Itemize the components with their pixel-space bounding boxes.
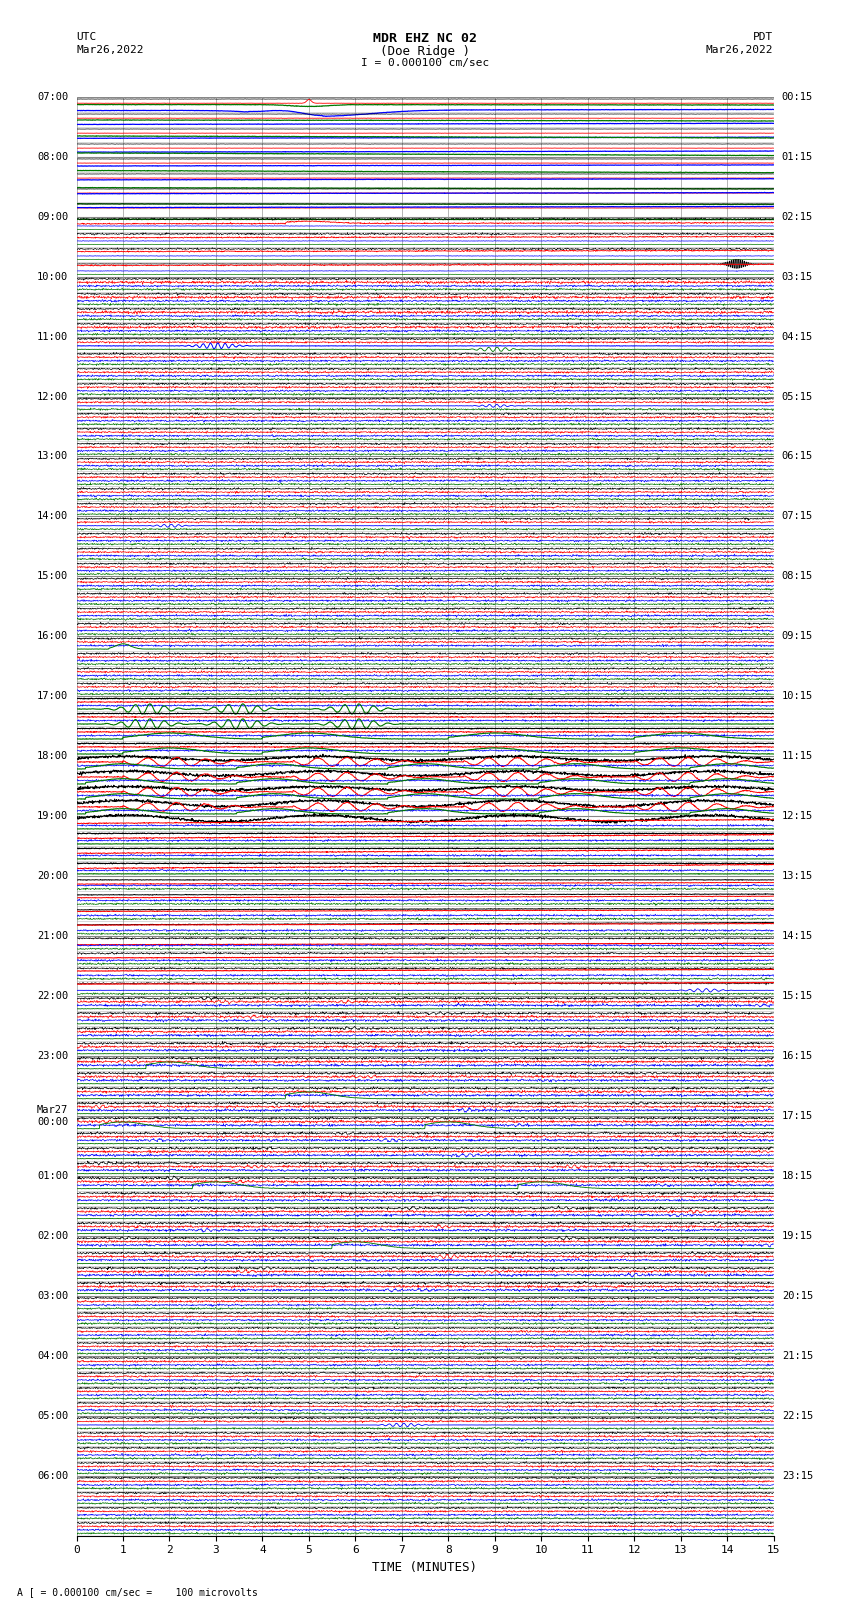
Text: 20:00: 20:00 xyxy=(37,871,68,881)
Text: 10:00: 10:00 xyxy=(37,271,68,282)
Text: I = 0.000100 cm/sec: I = 0.000100 cm/sec xyxy=(361,58,489,68)
Text: 12:15: 12:15 xyxy=(782,811,813,821)
Text: 02:15: 02:15 xyxy=(782,211,813,221)
Text: 19:15: 19:15 xyxy=(782,1231,813,1240)
Text: 22:15: 22:15 xyxy=(782,1411,813,1421)
Text: 04:00: 04:00 xyxy=(37,1350,68,1361)
Text: 06:15: 06:15 xyxy=(782,452,813,461)
Text: 16:15: 16:15 xyxy=(782,1052,813,1061)
Text: 01:15: 01:15 xyxy=(782,152,813,161)
Text: A [ = 0.000100 cm/sec =    100 microvolts: A [ = 0.000100 cm/sec = 100 microvolts xyxy=(17,1587,258,1597)
Text: 22:00: 22:00 xyxy=(37,990,68,1002)
Text: Mar26,2022: Mar26,2022 xyxy=(706,45,774,55)
Text: 05:15: 05:15 xyxy=(782,392,813,402)
Text: MDR EHZ NC 02: MDR EHZ NC 02 xyxy=(373,32,477,45)
Text: 12:00: 12:00 xyxy=(37,392,68,402)
Text: Mar27
00:00: Mar27 00:00 xyxy=(37,1105,68,1127)
Text: PDT: PDT xyxy=(753,32,774,42)
Text: 02:00: 02:00 xyxy=(37,1231,68,1240)
Text: 14:00: 14:00 xyxy=(37,511,68,521)
Text: (Doe Ridge ): (Doe Ridge ) xyxy=(380,45,470,58)
Text: 17:00: 17:00 xyxy=(37,692,68,702)
Text: 23:00: 23:00 xyxy=(37,1052,68,1061)
Text: 11:00: 11:00 xyxy=(37,332,68,342)
Text: 07:00: 07:00 xyxy=(37,92,68,102)
Text: 15:15: 15:15 xyxy=(782,990,813,1002)
Text: 16:00: 16:00 xyxy=(37,631,68,642)
Text: 23:15: 23:15 xyxy=(782,1471,813,1481)
Text: 19:00: 19:00 xyxy=(37,811,68,821)
Text: 18:15: 18:15 xyxy=(782,1171,813,1181)
Text: 05:00: 05:00 xyxy=(37,1411,68,1421)
Text: 08:00: 08:00 xyxy=(37,152,68,161)
Text: 14:15: 14:15 xyxy=(782,931,813,940)
Text: 17:15: 17:15 xyxy=(782,1111,813,1121)
Text: 07:15: 07:15 xyxy=(782,511,813,521)
Text: 06:00: 06:00 xyxy=(37,1471,68,1481)
Text: 20:15: 20:15 xyxy=(782,1290,813,1300)
Text: 00:15: 00:15 xyxy=(782,92,813,102)
Text: 08:15: 08:15 xyxy=(782,571,813,581)
Text: 10:15: 10:15 xyxy=(782,692,813,702)
X-axis label: TIME (MINUTES): TIME (MINUTES) xyxy=(372,1561,478,1574)
Text: 01:00: 01:00 xyxy=(37,1171,68,1181)
Text: 13:15: 13:15 xyxy=(782,871,813,881)
Text: 11:15: 11:15 xyxy=(782,752,813,761)
Text: 04:15: 04:15 xyxy=(782,332,813,342)
Text: 18:00: 18:00 xyxy=(37,752,68,761)
Text: UTC: UTC xyxy=(76,32,97,42)
Text: 09:00: 09:00 xyxy=(37,211,68,221)
Text: 21:00: 21:00 xyxy=(37,931,68,940)
Text: 13:00: 13:00 xyxy=(37,452,68,461)
Text: 03:00: 03:00 xyxy=(37,1290,68,1300)
Text: 21:15: 21:15 xyxy=(782,1350,813,1361)
Text: Mar26,2022: Mar26,2022 xyxy=(76,45,144,55)
Text: 15:00: 15:00 xyxy=(37,571,68,581)
Text: 03:15: 03:15 xyxy=(782,271,813,282)
Text: 09:15: 09:15 xyxy=(782,631,813,642)
